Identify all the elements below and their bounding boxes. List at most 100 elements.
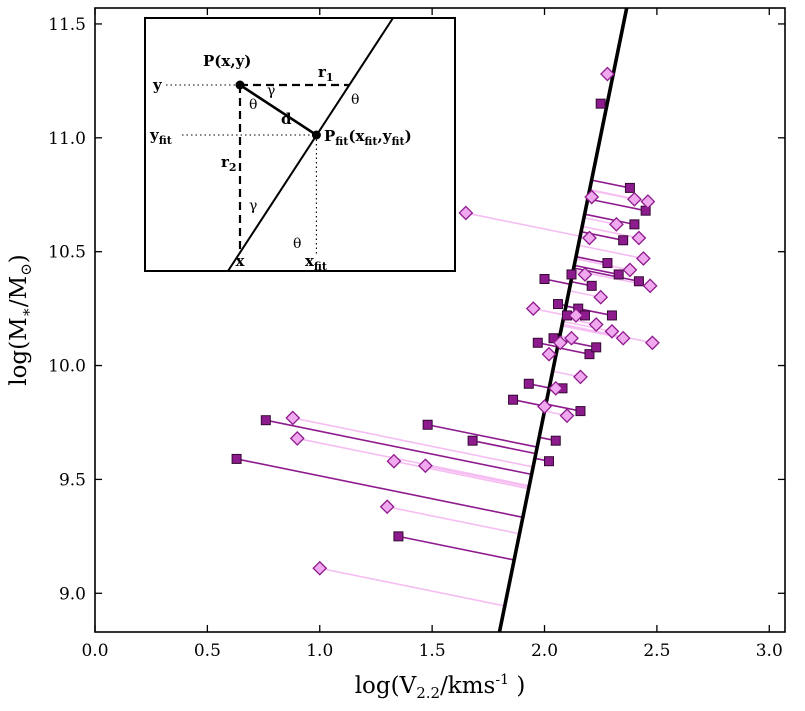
y-axis-label: log(M∗/M⊙) [6, 254, 35, 386]
data-point-diamond [600, 66, 615, 82]
inset-x-axis-mark: x [236, 252, 246, 270]
connector-squares [265, 419, 532, 476]
data-point-square [550, 435, 561, 446]
data-point-diamond [622, 262, 638, 278]
connector-diamonds [465, 212, 581, 238]
inset-p-label: P(x,y) [203, 52, 251, 70]
inset-diagram: P(x,y) Pfit(xfit,yfit) r1 r2 d θ γ θ γ θ… [144, 17, 456, 273]
y-tick-label: 10.5 [48, 243, 86, 263]
data-point-diamond [312, 560, 328, 576]
data-point-square [539, 274, 550, 285]
inset-theta-at-bottom: θ [293, 236, 301, 252]
connector-diamonds [578, 244, 644, 260]
x-tick-label: 2.0 [531, 641, 558, 661]
inset-theta-at-p: θ [249, 97, 257, 113]
data-point-square [566, 269, 577, 280]
data-point-square [552, 299, 563, 310]
data-point-diamond [289, 431, 305, 446]
inset-r1-label: r1 [318, 63, 334, 84]
data-point-diamond [604, 323, 620, 339]
data-point-diamond [635, 251, 651, 266]
data-point-square [422, 419, 433, 430]
inset-gamma-at-r2: γ [249, 198, 257, 214]
data-point-diamond [386, 453, 402, 469]
data-point-diamond [642, 278, 658, 294]
connector-squares [472, 439, 537, 455]
data-point-square [591, 342, 602, 353]
x-tick-label: 3.0 [756, 641, 783, 661]
data-point-square [606, 310, 617, 321]
plot-frame [94, 7, 786, 633]
data-point-diamond [568, 308, 584, 323]
data-point-diamond [537, 399, 552, 414]
y-tick-label: 9.0 [59, 584, 86, 604]
data-point-diamond [593, 289, 609, 305]
connector-diamonds [297, 437, 530, 487]
data-point-diamond [552, 335, 568, 351]
y-tick-label: 10.0 [48, 357, 86, 377]
tick-labels: 0.0 0.5 1.0 1.5 2.0 2.5 3.0 9.0 9.5 10.0 10.5 11.0 1… [48, 15, 783, 661]
inset-fit-line [227, 17, 394, 272]
data-point-square [467, 435, 478, 446]
inset-pfit-label: Pfit(xfit,yfit) [324, 127, 412, 148]
data-point-diamond [609, 216, 624, 232]
inset-frame [144, 17, 456, 272]
data-point-square [260, 415, 271, 426]
connector-squares [545, 403, 581, 412]
data-point-diamond [631, 230, 647, 246]
connector-squares [398, 535, 515, 561]
connector-squares [587, 198, 646, 212]
data-point-diamond [379, 499, 395, 515]
data-point-diamond [573, 369, 588, 385]
data-point-diamond [458, 205, 474, 221]
connector-squares [591, 179, 631, 189]
data-point-diamond [541, 346, 557, 362]
data-point-square [508, 394, 519, 405]
data-point-square [584, 349, 595, 360]
connector-squares [584, 213, 635, 226]
data-point-square [544, 456, 555, 467]
inset-theta-at-r1: θ [351, 92, 359, 108]
data-point-square [586, 280, 597, 291]
inset-point-pfit [311, 130, 321, 140]
data-point-diamond [640, 194, 656, 209]
data-point-square [602, 258, 613, 269]
data-point-diamond [626, 191, 642, 207]
axis-ticks [94, 8, 785, 632]
data-point-square [613, 269, 624, 280]
data-point-square [523, 378, 534, 389]
connector-squares [575, 255, 608, 264]
data-point-square [629, 219, 640, 230]
connector-diamonds [582, 225, 640, 239]
data-point-square [624, 182, 635, 193]
connector-diamonds [393, 460, 529, 490]
connector-diamonds [387, 505, 520, 535]
x-axis-label: log(V2.2/kms-1 ) [355, 672, 526, 702]
inset-d-label: d [281, 110, 292, 128]
connector-diamonds [425, 464, 530, 488]
inset-r2-label: r2 [221, 153, 237, 174]
x-tick-label: 1.5 [419, 641, 446, 661]
connector-diamonds [292, 417, 534, 468]
inset-yfit-axis-mark: yfit [149, 126, 173, 147]
connector-squares [557, 346, 590, 355]
x-tick-label: 0.0 [81, 641, 108, 661]
data-point-square [393, 531, 404, 542]
data-point-diamond [582, 230, 597, 246]
y-tick-label: 11.0 [48, 129, 86, 149]
data-point-diamond [559, 408, 575, 424]
data-point-diamond [577, 267, 593, 282]
y-tick-label: 9.5 [59, 470, 86, 490]
x-tick-label: 2.5 [643, 641, 670, 661]
data-point-square [595, 98, 606, 109]
y-tick-label: 11.5 [48, 15, 86, 35]
data-point-diamond [525, 301, 541, 317]
connector-diamonds [562, 320, 613, 333]
data-point-square [633, 276, 644, 287]
data-point-diamond [615, 330, 631, 346]
data-point-diamond [564, 330, 579, 346]
inset-d-line [239, 83, 318, 137]
connector-squares [427, 423, 538, 448]
